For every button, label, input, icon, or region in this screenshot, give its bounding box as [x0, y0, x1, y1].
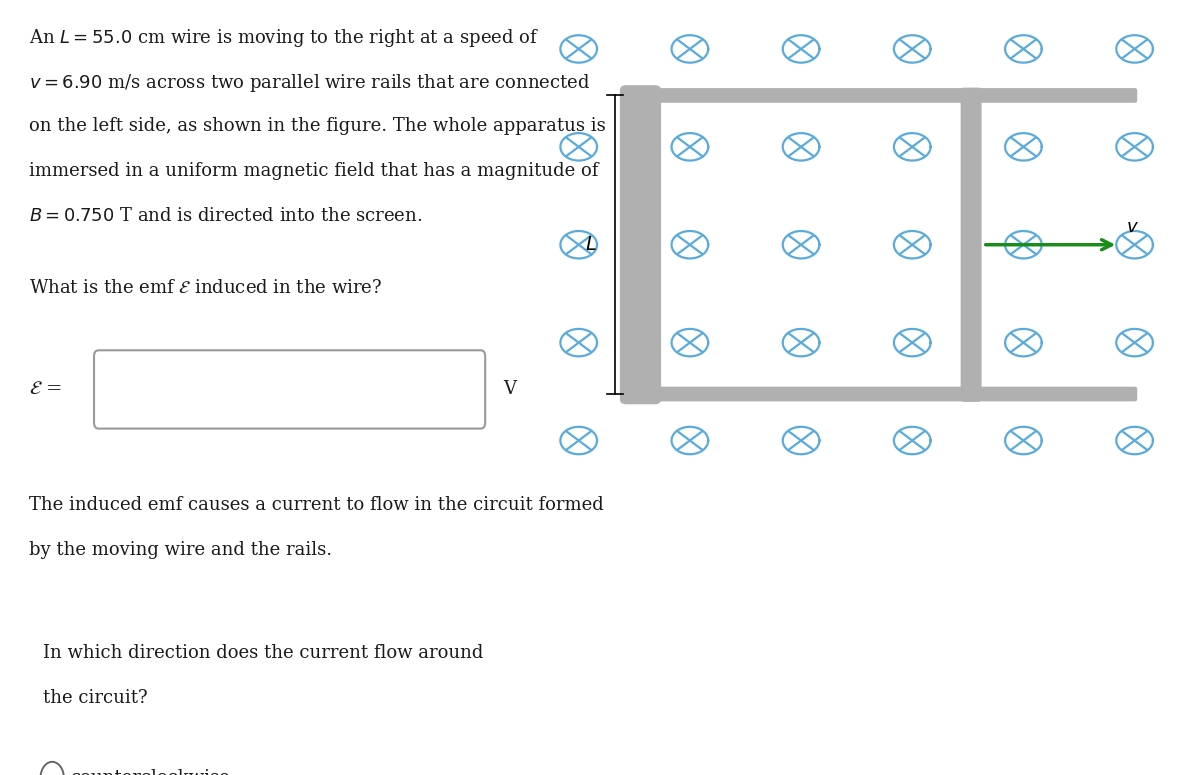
FancyBboxPatch shape [94, 350, 485, 429]
Text: by the moving wire and the rails.: by the moving wire and the rails. [29, 541, 332, 559]
Text: $B = 0.750$ T and is directed into the screen.: $B = 0.750$ T and is directed into the s… [29, 207, 422, 225]
Text: The induced emf causes a current to flow in the circuit formed: The induced emf causes a current to flow… [29, 496, 604, 514]
Text: V: V [503, 381, 516, 398]
Text: An $L = 55.0$ cm wire is moving to the right at a speed of: An $L = 55.0$ cm wire is moving to the r… [29, 27, 539, 49]
Text: $\mathcal{E}$ =: $\mathcal{E}$ = [29, 381, 62, 398]
Text: What is the emf $\mathcal{E}$ induced in the wire?: What is the emf $\mathcal{E}$ induced in… [29, 279, 382, 297]
Text: counterclockwise: counterclockwise [71, 769, 230, 775]
FancyBboxPatch shape [644, 88, 1138, 103]
FancyBboxPatch shape [961, 88, 982, 402]
Text: $v$: $v$ [1126, 218, 1139, 236]
Text: $v = 6.90$ m/s across two parallel wire rails that are connected: $v = 6.90$ m/s across two parallel wire … [29, 72, 590, 94]
Text: on the left side, as shown in the figure. The whole apparatus is: on the left side, as shown in the figure… [29, 117, 606, 135]
Text: immersed in a uniform magnetic field that has a magnitude of: immersed in a uniform magnetic field tha… [29, 162, 598, 180]
Text: In which direction does the current flow around: In which direction does the current flow… [43, 644, 484, 662]
FancyBboxPatch shape [644, 387, 1138, 401]
Text: $L$: $L$ [584, 236, 596, 253]
Text: the circuit?: the circuit? [43, 689, 148, 707]
FancyBboxPatch shape [620, 85, 661, 405]
